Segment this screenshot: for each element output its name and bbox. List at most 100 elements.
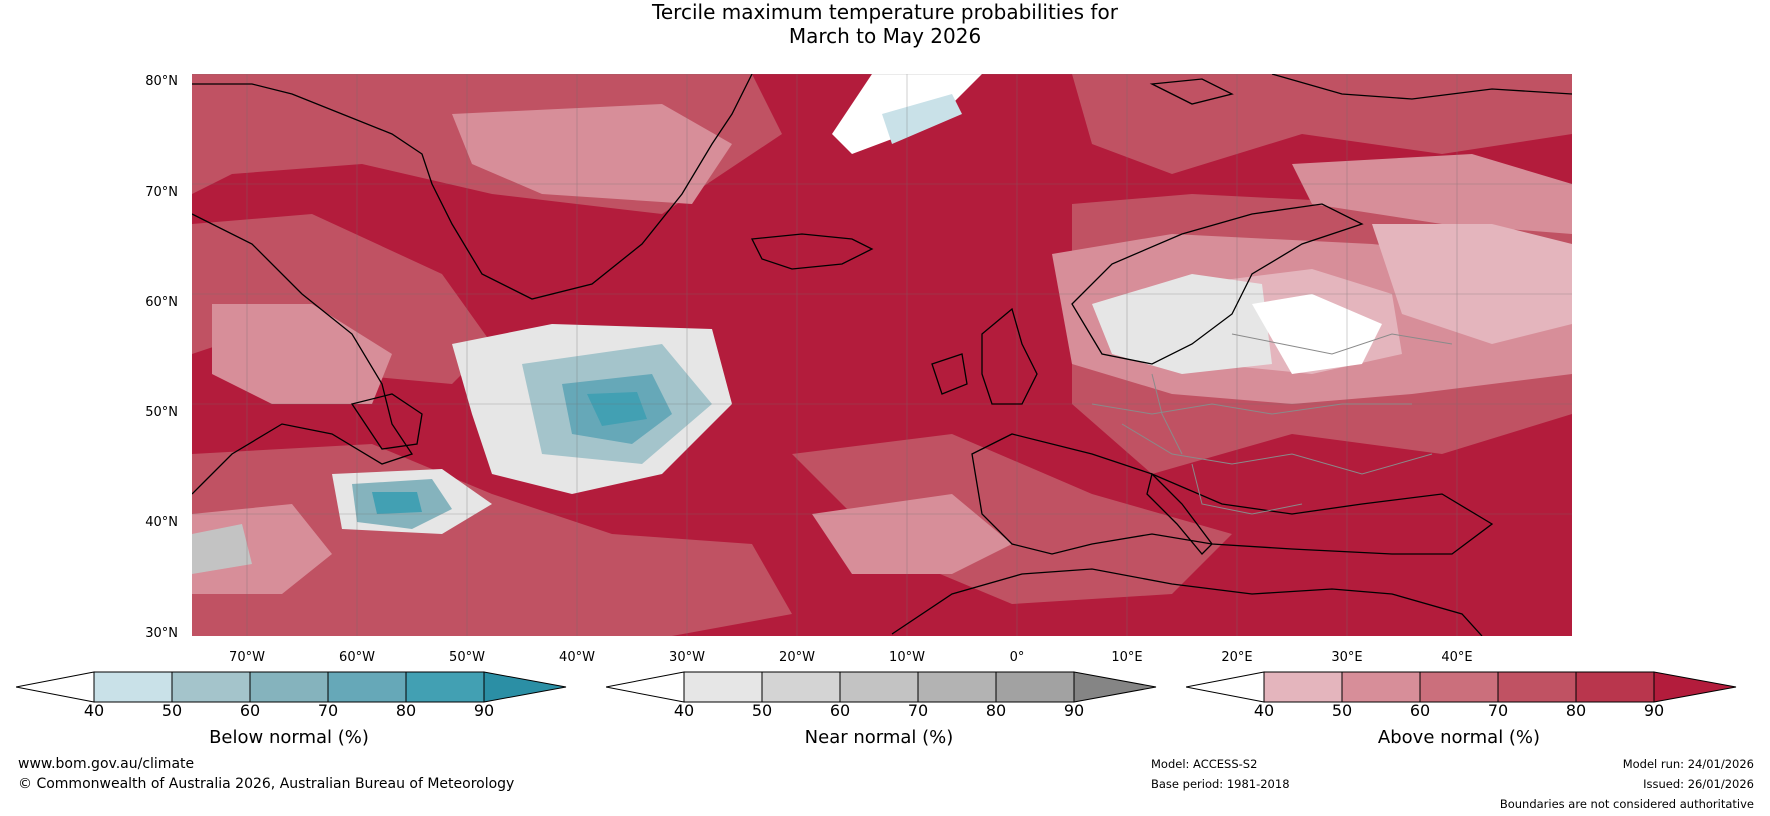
footer-issued: Issued: 26/01/2026 [1643,777,1754,791]
lon-label-40e: 40°E [1441,650,1473,665]
colorbar-below-bin [249,671,329,703]
lon-label-0: 0° [1009,650,1025,665]
colorbar-below-tick: 90 [473,701,495,720]
colorbar-near-extend-low [606,671,685,703]
colorbar-above-tick: 60 [1409,701,1431,720]
colorbar-near-tick: 50 [751,701,773,720]
colorbar-below-tick: 60 [239,701,261,720]
coastline-italy [1146,472,1213,555]
colorbar-below-tick: 70 [317,701,339,720]
colorbar-below-bin [327,671,407,703]
colorbar-above-tick: 40 [1253,701,1275,720]
graticule [192,74,1572,636]
coastline-britain [981,307,1038,405]
colorbar-below-tick: 80 [395,701,417,720]
colorbar-above-extend-low [1186,671,1265,703]
near-normal-zone [1252,294,1382,374]
colorbar-above-tick: 90 [1643,701,1665,720]
colorbar-near-normal [606,671,1157,703]
below-normal-90-zone [372,492,422,514]
lat-label-30n: 30°N [145,626,178,641]
colorbar-above-bin [1341,671,1421,703]
colorbar-near-extend-high [1073,671,1157,703]
colorbar-below-title: Below normal (%) [209,727,369,748]
lon-label-40w: 40°W [559,650,595,665]
above-normal-50-zone [212,304,392,404]
colorbar-near-tick: 90 [1063,701,1085,720]
colorbar-below-extend-low [16,671,95,703]
map-title: Tercile maximum temperature probabilitie… [162,0,1608,48]
country-borders [1091,333,1453,515]
coastline-ireland [931,353,968,395]
lon-label-10w: 10°W [889,650,925,665]
coastline-greenland [192,74,753,300]
lat-label-50n: 50°N [145,405,178,420]
above-normal-70-zone [792,434,1232,604]
above-normal-70-zone [192,214,492,384]
coastlines [192,74,1572,636]
near-normal-zone [192,524,252,574]
colorbar-above-title: Above normal (%) [1377,727,1541,748]
lon-label-60w: 60°W [339,650,375,665]
lon-label-30e: 30°E [1331,650,1363,665]
colorbar-near-title: Near normal (%) [804,727,954,748]
colorbar-above-bin [1419,671,1499,703]
colorbar-above-extend-high [1653,671,1737,703]
lon-label-70w: 70°W [229,650,265,665]
lon-label-10e: 10°E [1111,650,1143,665]
below-normal-90-zone [587,392,647,426]
footer-base-period: Base period: 1981-2018 [1151,777,1290,791]
colorbar-near-bin [761,671,841,703]
colorbar-near-tick: 40 [673,701,695,720]
coastline-newfoundland [350,393,423,450]
colorbar-above-tick: 50 [1331,701,1353,720]
lon-label-50w: 50°W [449,650,485,665]
colorbar-near-tick: 70 [907,701,929,720]
lon-label-20w: 20°W [779,650,815,665]
above-normal-50-zone [192,504,332,594]
colorbar-below-extend-high [483,671,567,703]
colorbar-below-bin [405,671,485,703]
colorbar-near-bin [917,671,997,703]
map-title-line1: Tercile maximum temperature probabilitie… [652,0,1118,24]
above-normal-50-zone [452,104,732,204]
coastline-arctic [1271,74,1572,100]
colorbar-below-tick: 50 [161,701,183,720]
lat-label-40n: 40°N [145,515,178,530]
colorbar-near-bin [683,671,763,703]
colorbar-below-normal [16,671,567,703]
near-normal-zone [1092,274,1272,374]
footer-model: Model: ACCESS-S2 [1151,757,1258,771]
colorbar-above-normal [1186,671,1737,703]
colorbar-below-bin [93,671,173,703]
lon-label-30w: 30°W [669,650,705,665]
colorbar-below-bin [171,671,251,703]
above-normal-50-zone [1292,154,1572,234]
coastline-canada-labrador [192,213,414,495]
colorbar-above-bin [1497,671,1577,703]
colorbar-near-tick: 60 [829,701,851,720]
above-normal-70-zone [1072,74,1572,174]
colorbar-near-tick: 80 [985,701,1007,720]
footer-model-run: Model run: 24/01/2026 [1622,757,1754,771]
coastline-scandinavia [1071,203,1364,365]
colorbar-above-bin [1575,671,1655,703]
colorbar-below-tick: 40 [83,701,105,720]
lon-label-20e: 20°E [1221,650,1253,665]
colorbar-above-tick: 80 [1565,701,1587,720]
footer-disclaimer: Boundaries are not considered authoritat… [1499,797,1754,811]
colorbar-near-bin [995,671,1075,703]
coastline-iceland [750,233,874,270]
colorbar-above-tick: 70 [1487,701,1509,720]
above-normal-40-zone [1372,224,1572,344]
lat-label-70n: 70°N [145,185,178,200]
probability-map [192,74,1572,636]
footer-copyright: © Commonwealth of Australia 2026, Austra… [18,776,515,792]
map-title-line2: March to May 2026 [788,24,982,48]
below-normal-50-zone [882,94,962,144]
coastline-svalbard [1149,78,1234,105]
map-canvas [192,74,1572,636]
lat-label-60n: 60°N [145,295,178,310]
colorbar-near-bin [839,671,919,703]
lat-label-80n: 80°N [145,74,178,89]
